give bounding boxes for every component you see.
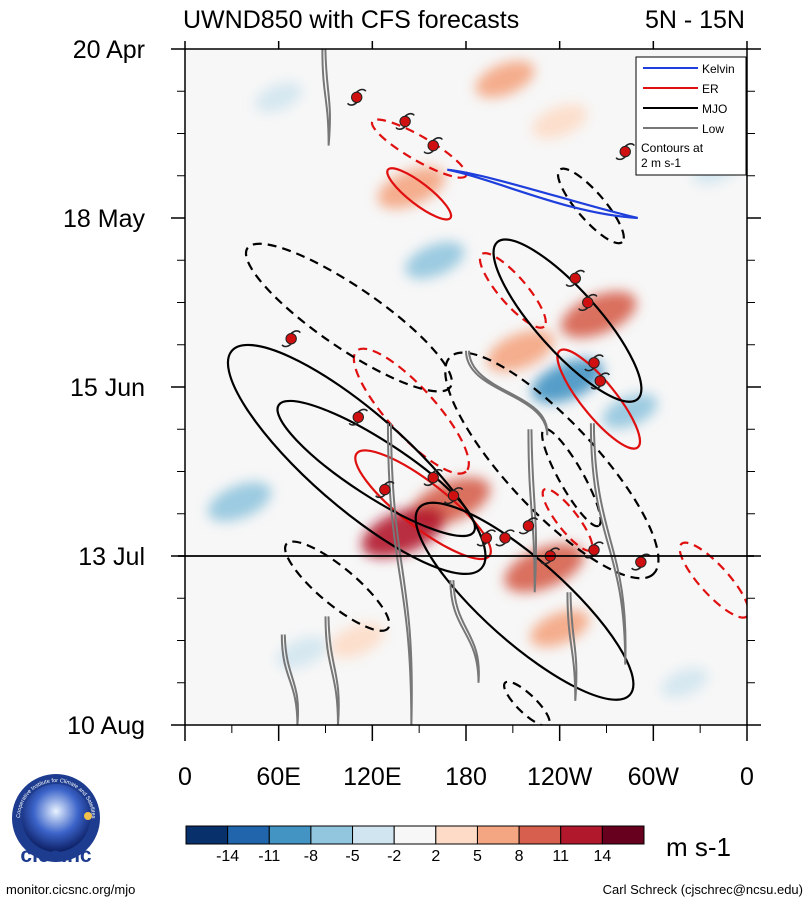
colorbar-label-1: -11 — [258, 848, 280, 865]
colorbar-swatch-6 — [435, 825, 478, 845]
colorbar-swatch-7 — [476, 825, 520, 845]
kelvin-contour-0 — [447, 168, 638, 220]
mjo-contour-5 — [444, 351, 660, 580]
colorbar-swatch-5 — [393, 825, 437, 845]
colorbar-swatch-9 — [560, 825, 603, 845]
footer-credit: Carl Schreck (cjschrec@ncsu.edu) — [602, 882, 803, 897]
er-contour-3 — [478, 252, 547, 329]
logo-text: cics.nc — [20, 844, 92, 867]
x-tick-label-6: 0 — [740, 763, 754, 791]
low-contour-0 — [321, 49, 331, 146]
logo-satellite-icon — [84, 812, 92, 820]
colorbar-label-6: 5 — [473, 848, 482, 865]
chart-title: UWND850 with CFS forecasts — [183, 6, 519, 34]
low-contour-1 — [589, 423, 627, 665]
anomaly-blob-9 — [532, 104, 588, 139]
colorbar-label-4: -2 — [387, 848, 401, 865]
anomaly-blob-1 — [487, 329, 555, 372]
er-contour-0 — [386, 167, 453, 221]
mjo-contour-9 — [502, 680, 551, 725]
colorbar-units: m s-1 — [666, 832, 731, 862]
y-tick-label-0: 20 Apr — [73, 36, 145, 64]
colorbar-label-5: 2 — [431, 848, 440, 865]
colorbar-swatch-0 — [185, 825, 229, 845]
low-contour-3 — [465, 350, 549, 436]
x-tick-label-3: 180 — [445, 763, 487, 791]
legend-note-line1: Contours at — [641, 141, 704, 155]
chart-subtitle: 5N - 15N — [645, 6, 745, 34]
legend-label-er: ER — [702, 82, 719, 96]
colorbar-swatch-8 — [518, 825, 562, 845]
anomaly-blob-11 — [255, 82, 302, 113]
legend-box — [635, 56, 747, 176]
colorbar-label-2: -8 — [304, 848, 318, 865]
low-contour-7 — [280, 634, 300, 725]
colorbar-swatch-10 — [601, 825, 645, 845]
colorbar: -14 -11 -8 -5 -2 2 5 8 11 14 — [185, 825, 645, 865]
x-tick-label-2: 120E — [343, 763, 401, 791]
colorbar-swatch-2 — [268, 825, 312, 845]
y-tick-label-2: 15 Jun — [70, 374, 145, 402]
y-tick-label-4: 10 Aug — [67, 712, 145, 740]
anomaly-blob-7 — [361, 506, 446, 558]
low-contour-8 — [566, 592, 578, 701]
er-contour-7 — [678, 541, 747, 619]
anomaly-blob-16 — [661, 667, 708, 698]
logo-globe — [22, 784, 90, 852]
anomaly-blob-0 — [405, 241, 465, 279]
colorbar-swatch-1 — [227, 825, 270, 845]
y-tick-label-1: 18 May — [63, 205, 145, 233]
legend-label-low: Low — [702, 122, 724, 136]
axes: 0 60E 120E 180 120W 60W 0 20 Apr 18 May 15 Jun 13 … — [63, 36, 761, 791]
cics-logo: Cooperative Institute for Climate and Sa… — [12, 774, 100, 867]
footer-url[interactable]: monitor.cicsnc.org/mjo — [6, 882, 136, 897]
x-tick-label-0: 0 — [178, 763, 192, 791]
anomaly-blob-13 — [276, 636, 328, 669]
colorbar-label-9: 14 — [593, 848, 611, 865]
colorbar-label-0: -14 — [216, 848, 239, 865]
er-contour-4 — [352, 347, 470, 475]
anomaly-blob-15 — [329, 623, 385, 658]
low-contour-5 — [527, 429, 538, 593]
colorbar-label-3: -5 — [345, 848, 359, 865]
x-tick-label-4: 120W — [527, 763, 593, 791]
mjo-contour-8 — [283, 540, 391, 632]
colorbar-label-8: 11 — [552, 848, 569, 865]
anomaly-blob-12 — [208, 482, 272, 522]
colorbar-swatch-4 — [352, 825, 395, 845]
anomaly-blob-10 — [377, 167, 445, 209]
mjo-contour-1 — [244, 242, 453, 393]
legend-note-line2: 2 m s-1 — [641, 156, 681, 170]
er-contour-2 — [556, 348, 642, 450]
anomaly-blob-8 — [475, 60, 535, 98]
colorbar-label-7: 8 — [515, 848, 524, 865]
legend: Kelvin ER MJO Low Contours at2 m s-1 — [635, 56, 747, 176]
y-tick-label-3: 13 Jul — [78, 543, 145, 571]
low-contour-2 — [386, 423, 413, 725]
legend-label-mjo: MJO — [702, 102, 727, 116]
mjo-contour-4 — [414, 501, 635, 701]
colorbar-swatch-3 — [310, 825, 354, 845]
low-contour-4 — [449, 580, 480, 683]
legend-label-kelvin: Kelvin — [702, 62, 735, 76]
low-contour-6 — [324, 616, 340, 725]
x-tick-label-1: 60E — [256, 763, 300, 791]
er-contour-1 — [370, 118, 468, 179]
anomaly-blob-4 — [560, 291, 637, 338]
anomaly-blob-3 — [602, 393, 658, 429]
x-tick-label-5: 60W — [628, 763, 680, 791]
